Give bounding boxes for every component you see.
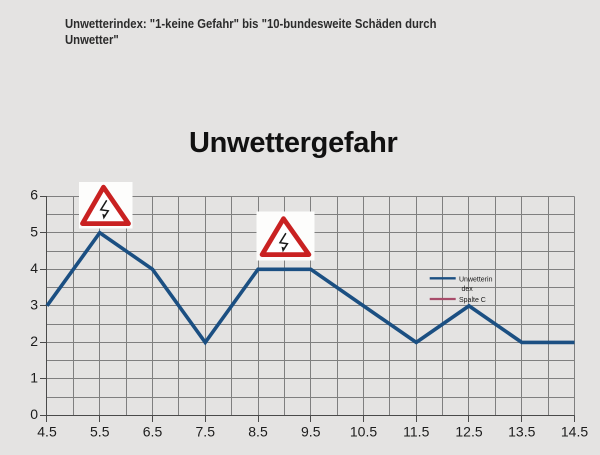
svg-text:6.5: 6.5 xyxy=(143,424,163,440)
svg-text:1: 1 xyxy=(30,369,38,385)
svg-text:Unwetterin: Unwetterin xyxy=(459,277,493,284)
svg-text:2: 2 xyxy=(30,333,38,349)
svg-text:9.5: 9.5 xyxy=(301,424,321,440)
svg-text:Spalte C: Spalte C xyxy=(459,297,486,304)
svg-text:13.5: 13.5 xyxy=(508,424,535,440)
svg-text:14.5: 14.5 xyxy=(561,424,588,440)
svg-text:5.5: 5.5 xyxy=(90,424,110,440)
svg-text:3: 3 xyxy=(30,296,38,312)
svg-text:10.5: 10.5 xyxy=(350,424,377,440)
svg-text:4.5: 4.5 xyxy=(37,424,57,440)
svg-text:12.5: 12.5 xyxy=(455,424,482,440)
svg-text:11.5: 11.5 xyxy=(403,424,429,440)
svg-text:5: 5 xyxy=(30,223,38,239)
svg-text:6: 6 xyxy=(30,187,38,203)
svg-text:7.5: 7.5 xyxy=(196,424,216,440)
svg-text:8.5: 8.5 xyxy=(248,424,268,440)
svg-text:4: 4 xyxy=(30,260,38,276)
svg-text:0: 0 xyxy=(30,406,38,422)
svg-text:dex: dex xyxy=(462,286,474,293)
